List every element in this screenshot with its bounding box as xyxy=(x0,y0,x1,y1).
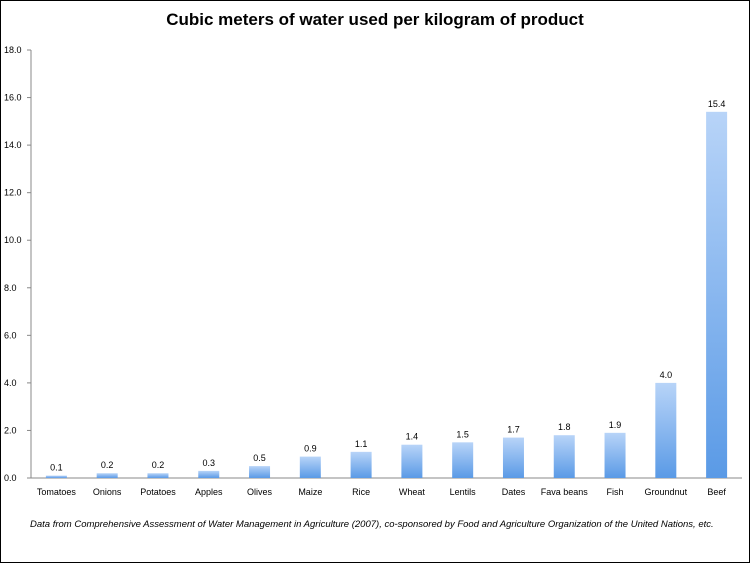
data-label: 0.5 xyxy=(253,453,266,463)
x-category-label: Rice xyxy=(352,487,370,497)
bar-tomatoes xyxy=(45,475,67,478)
x-category-label: Dates xyxy=(502,487,526,497)
data-label: 1.1 xyxy=(355,439,368,449)
y-tick-label: 10.0 xyxy=(4,235,22,245)
bar-lentils xyxy=(452,442,474,478)
x-category-label: Groundnut xyxy=(645,487,688,497)
data-label: 1.7 xyxy=(507,425,520,435)
x-category-label: Potatoes xyxy=(140,487,176,497)
x-category-label: Olives xyxy=(247,487,273,497)
y-tick-label: 6.0 xyxy=(4,330,17,340)
data-label: 1.8 xyxy=(558,422,571,432)
data-label: 0.9 xyxy=(304,444,317,454)
data-label: 4.0 xyxy=(660,370,673,380)
bar-beef xyxy=(706,111,728,479)
bar-wheat xyxy=(401,444,423,478)
bar-groundnut xyxy=(655,382,677,478)
bar-onions xyxy=(96,473,118,478)
bar-fava-beans xyxy=(553,435,575,478)
y-tick-label: 14.0 xyxy=(4,140,22,150)
y-tick-label: 8.0 xyxy=(4,283,17,293)
y-tick-label: 2.0 xyxy=(4,425,17,435)
y-tick-label: 0.0 xyxy=(4,473,17,483)
data-label: 0.3 xyxy=(202,458,215,468)
data-label: 15.4 xyxy=(708,99,726,109)
bar-dates xyxy=(502,437,524,478)
bar-potatoes xyxy=(147,473,169,478)
y-tick-label: 16.0 xyxy=(4,93,22,103)
chart-footnote: Data from Comprehensive Assessment of Wa… xyxy=(30,519,714,530)
bar-apples xyxy=(198,470,220,478)
bar-maize xyxy=(299,456,321,478)
bar-rice xyxy=(350,451,372,478)
bar-olives xyxy=(249,466,271,478)
x-category-label: Tomatoes xyxy=(37,487,77,497)
y-tick-label: 12.0 xyxy=(4,188,22,198)
x-category-label: Wheat xyxy=(399,487,426,497)
data-label: 0.1 xyxy=(50,463,63,473)
y-tick-label: 4.0 xyxy=(4,378,17,388)
x-category-label: Lentils xyxy=(450,487,477,497)
chart-title: Cubic meters of water used per kilogram … xyxy=(166,10,584,29)
data-label: 0.2 xyxy=(101,460,114,470)
bar-fish xyxy=(604,432,626,478)
data-label: 1.9 xyxy=(609,420,622,430)
data-label: 0.2 xyxy=(152,460,165,470)
data-label: 1.5 xyxy=(456,429,469,439)
x-category-label: Fish xyxy=(607,487,624,497)
x-category-label: Apples xyxy=(195,487,223,497)
y-tick-label: 18.0 xyxy=(4,45,22,55)
x-category-label: Fava beans xyxy=(541,487,589,497)
data-label: 1.4 xyxy=(406,432,419,442)
x-category-label: Beef xyxy=(707,487,726,497)
x-category-label: Onions xyxy=(93,487,122,497)
x-category-label: Maize xyxy=(298,487,322,497)
